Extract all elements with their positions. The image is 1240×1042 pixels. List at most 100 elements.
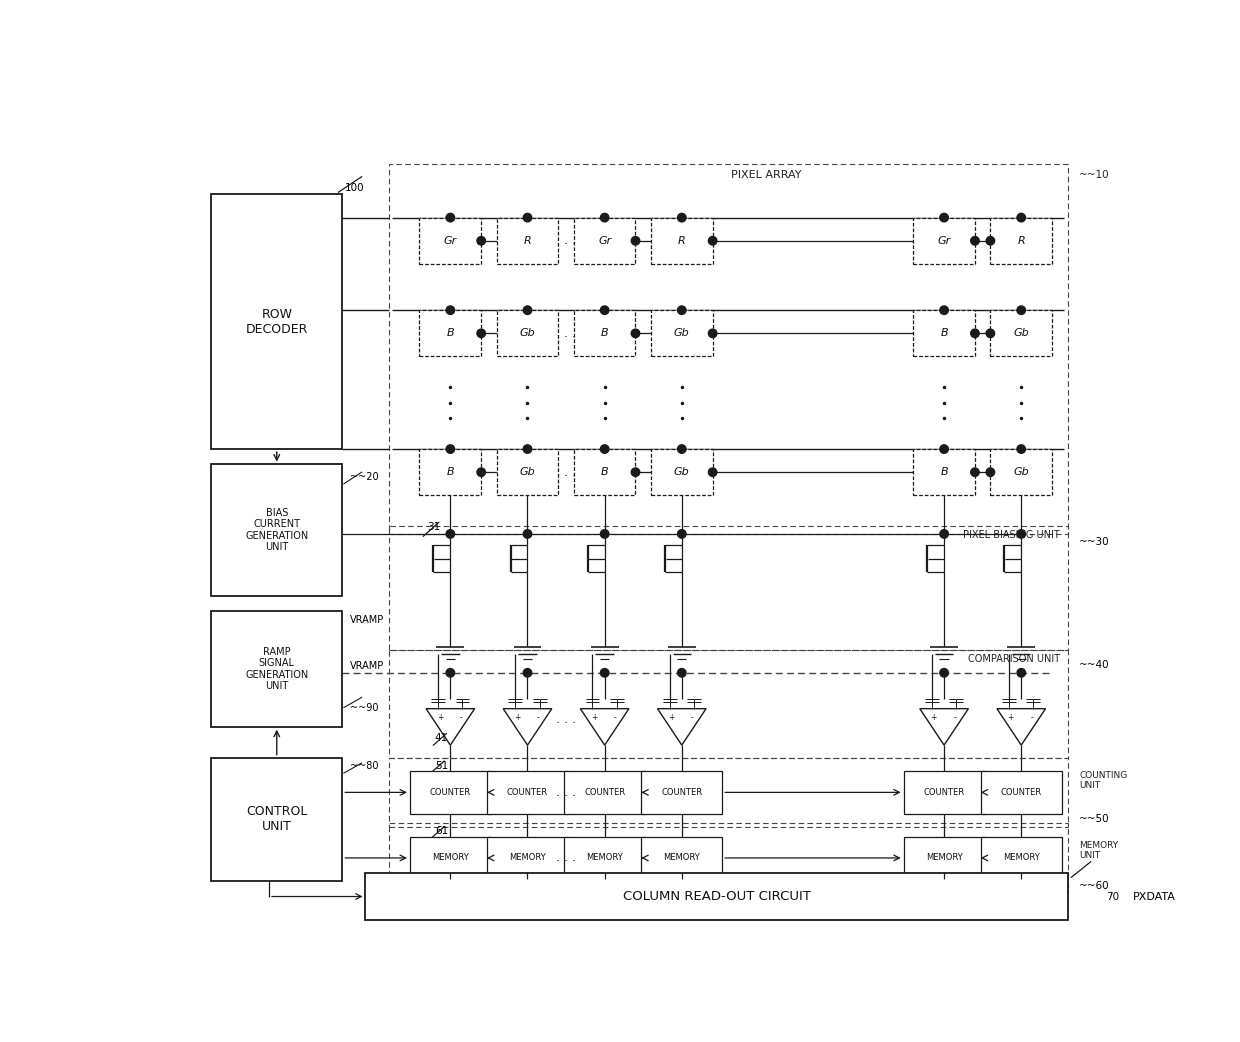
Text: Gb: Gb: [520, 328, 536, 339]
Bar: [419, 449, 481, 495]
Circle shape: [600, 214, 609, 222]
Bar: [419, 218, 481, 264]
Bar: [904, 771, 985, 814]
Bar: [641, 771, 722, 814]
Bar: [211, 611, 342, 727]
Text: Gb: Gb: [673, 328, 689, 339]
Circle shape: [523, 214, 532, 222]
Bar: [487, 771, 568, 814]
Text: PIXEL ARRAY: PIXEL ARRAY: [732, 170, 802, 180]
Text: ~~50: ~~50: [1079, 815, 1110, 824]
Bar: [991, 218, 1052, 264]
Text: R: R: [678, 235, 686, 246]
Text: B: B: [446, 467, 454, 477]
Circle shape: [986, 329, 994, 338]
Circle shape: [677, 214, 686, 222]
Circle shape: [523, 445, 532, 453]
Text: R: R: [523, 235, 532, 246]
Bar: [366, 873, 1068, 920]
Text: COUNTER: COUNTER: [661, 788, 702, 797]
Text: MEMORY: MEMORY: [432, 853, 469, 863]
Circle shape: [631, 468, 640, 476]
Bar: [211, 758, 342, 882]
Text: +: +: [513, 713, 521, 722]
Circle shape: [446, 669, 455, 677]
Text: -: -: [954, 713, 956, 722]
Text: VRAMP: VRAMP: [350, 615, 384, 624]
Text: MEMORY: MEMORY: [587, 853, 622, 863]
Text: MEMORY: MEMORY: [510, 853, 546, 863]
Circle shape: [971, 237, 980, 245]
Text: COUNTER: COUNTER: [584, 788, 625, 797]
Text: 41: 41: [435, 734, 448, 743]
Text: +: +: [1008, 713, 1014, 722]
Text: 61: 61: [435, 826, 448, 837]
Text: COUNTER: COUNTER: [924, 788, 965, 797]
Bar: [574, 311, 635, 356]
Circle shape: [1017, 669, 1025, 677]
Circle shape: [477, 468, 485, 476]
Bar: [564, 771, 645, 814]
Text: ~~90: ~~90: [350, 703, 378, 714]
Text: -: -: [614, 713, 616, 722]
Circle shape: [600, 306, 609, 315]
Circle shape: [971, 468, 980, 476]
Text: VRAMP: VRAMP: [350, 661, 384, 671]
Circle shape: [940, 669, 949, 677]
Text: COUNTER: COUNTER: [507, 788, 548, 797]
Bar: [574, 218, 635, 264]
Circle shape: [1017, 306, 1025, 315]
Circle shape: [1017, 529, 1025, 538]
Bar: [651, 311, 713, 356]
Text: PIXEL BIASING UNIT: PIXEL BIASING UNIT: [963, 530, 1060, 541]
Bar: [981, 837, 1061, 879]
Text: ROW
DECODER: ROW DECODER: [246, 307, 308, 336]
Text: 51: 51: [435, 761, 448, 771]
Circle shape: [677, 529, 686, 538]
Bar: [388, 526, 1068, 649]
Bar: [388, 758, 1068, 827]
Bar: [410, 837, 491, 879]
Text: +: +: [591, 713, 598, 722]
Circle shape: [677, 306, 686, 315]
Text: +: +: [930, 713, 937, 722]
Bar: [388, 649, 1068, 758]
Circle shape: [708, 237, 717, 245]
Text: R: R: [1017, 235, 1025, 246]
Bar: [211, 465, 342, 596]
Bar: [913, 449, 975, 495]
Bar: [991, 449, 1052, 495]
Circle shape: [446, 445, 455, 453]
Bar: [991, 311, 1052, 356]
Text: PXDATA: PXDATA: [1133, 892, 1176, 901]
Circle shape: [523, 669, 532, 677]
Bar: [574, 449, 635, 495]
Text: Gr: Gr: [444, 235, 458, 246]
Text: Gr: Gr: [937, 235, 951, 246]
Bar: [651, 218, 713, 264]
Text: MEMORY: MEMORY: [926, 853, 962, 863]
Text: MEMORY: MEMORY: [663, 853, 701, 863]
Bar: [211, 195, 342, 449]
Circle shape: [708, 329, 717, 338]
Text: ~~40: ~~40: [1079, 660, 1110, 670]
Circle shape: [1017, 214, 1025, 222]
Circle shape: [446, 306, 455, 315]
Circle shape: [631, 329, 640, 338]
Text: Gb: Gb: [1013, 328, 1029, 339]
Text: 70: 70: [1106, 892, 1120, 901]
Circle shape: [940, 306, 949, 315]
Text: 31: 31: [428, 522, 440, 532]
Bar: [913, 311, 975, 356]
Text: MEMORY: MEMORY: [1003, 853, 1039, 863]
Text: Gb: Gb: [1013, 467, 1029, 477]
Circle shape: [477, 329, 485, 338]
Bar: [419, 311, 481, 356]
Text: . . .: . . .: [556, 234, 577, 247]
Text: ~~80: ~~80: [350, 762, 378, 771]
Circle shape: [708, 468, 717, 476]
Text: COMPARISON UNIT: COMPARISON UNIT: [967, 654, 1060, 664]
Text: Gr: Gr: [598, 235, 611, 246]
Circle shape: [446, 214, 455, 222]
Bar: [651, 449, 713, 495]
